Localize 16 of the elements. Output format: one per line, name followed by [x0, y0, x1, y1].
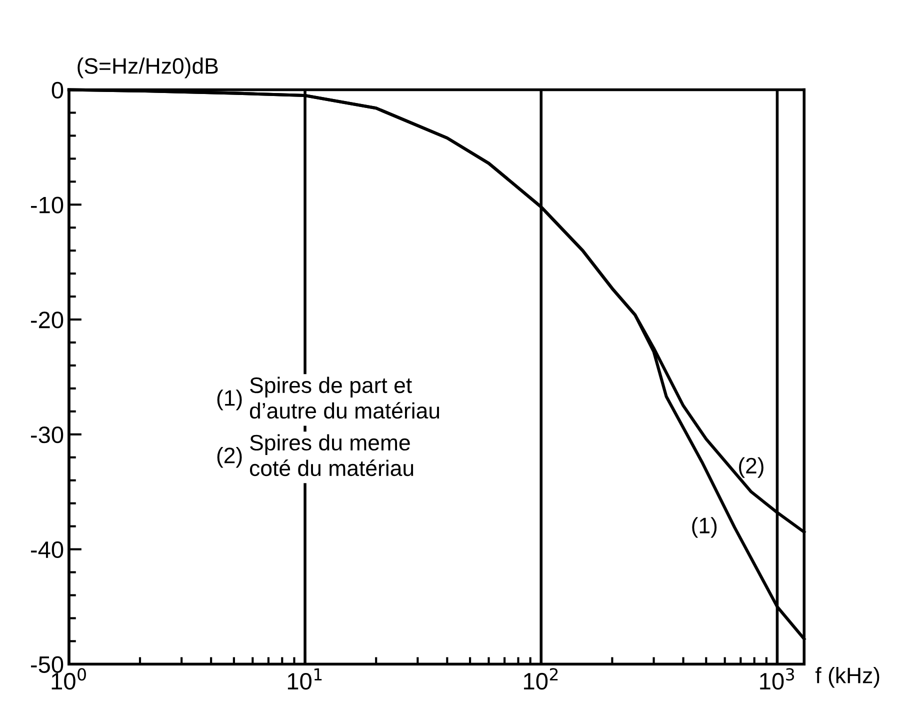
- annotation: Spires du meme coté du matériau: [250, 434, 414, 476]
- x-tick-label: 10$^{3}$: [760, 668, 794, 690]
- series-label: (1): [692, 517, 717, 538]
- x-axis-title: f (kHz): [815, 667, 880, 688]
- series-label: (2): [739, 457, 764, 478]
- x-tick-label: 10$^{2}$: [524, 668, 558, 690]
- annotation: (1): [217, 390, 242, 410]
- y-axis-title: (S=Hz/Hz0)dB: [78, 58, 218, 78]
- y-tick-label: -30: [30, 426, 64, 444]
- y-tick-label: -40: [30, 541, 64, 558]
- x-tick-label: 10$^{1}$: [288, 668, 322, 690]
- y-tick-label: -10: [30, 196, 64, 214]
- y-tick-label: -20: [30, 312, 64, 328]
- annotation: (2): [217, 447, 242, 468]
- annotation: Spires de part et d’autre du matériau: [250, 376, 440, 419]
- y-tick-label: 0: [52, 82, 64, 99]
